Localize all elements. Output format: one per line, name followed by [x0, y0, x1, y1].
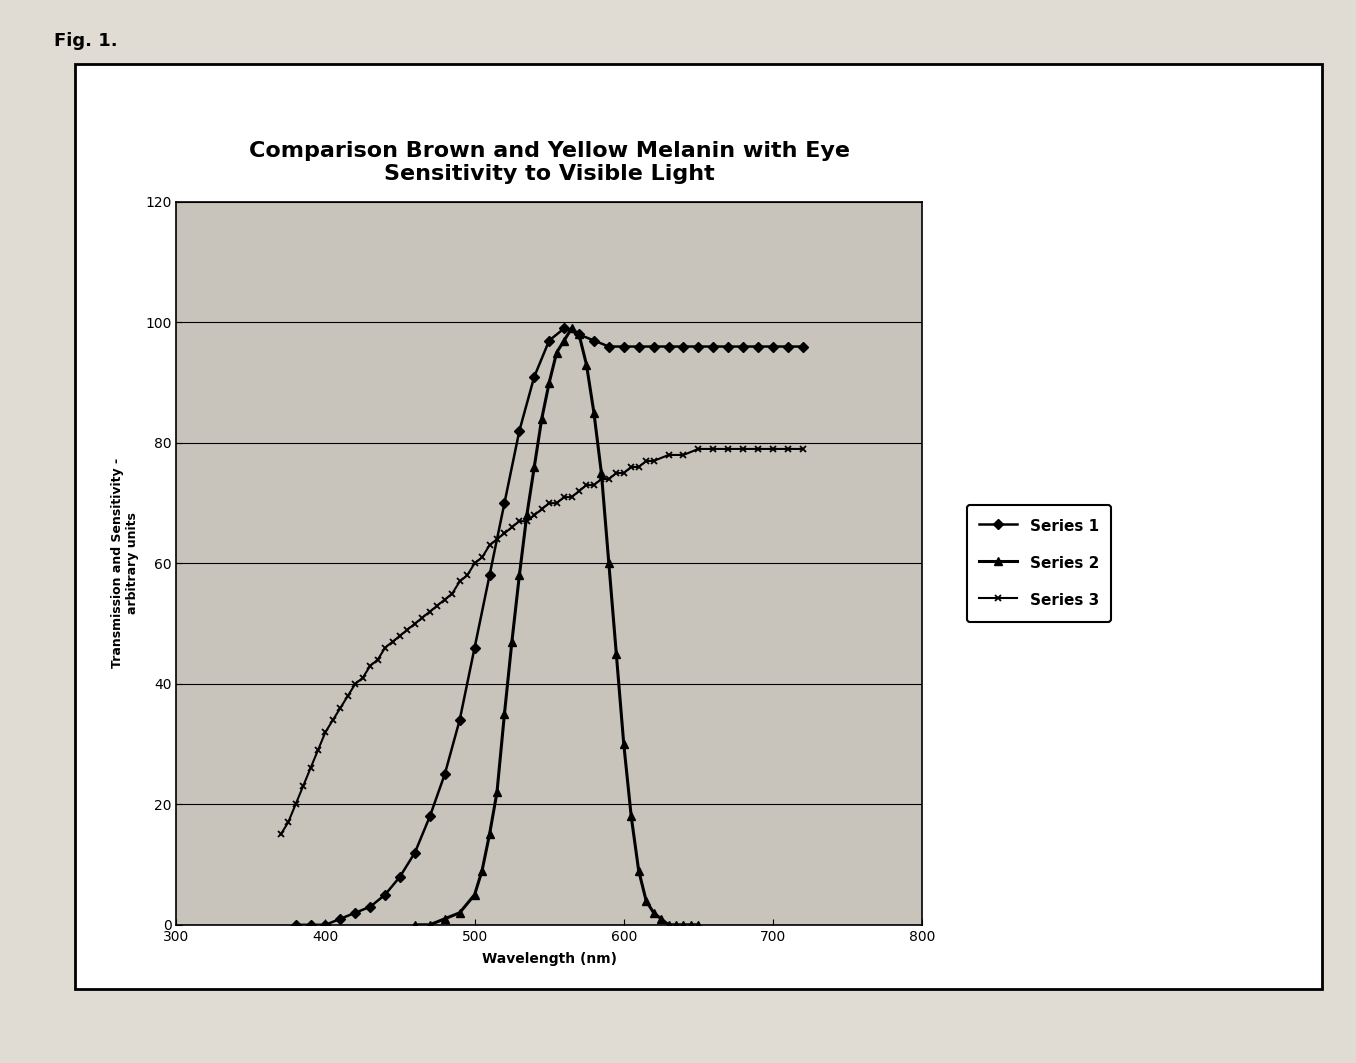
- Series 2: [645, 907, 662, 919]
- Series 2: [481, 828, 498, 841]
- Series 2: [504, 636, 521, 648]
- Series 1: [541, 334, 557, 347]
- Series 2: [683, 918, 700, 931]
- Series 1: [377, 889, 393, 901]
- Series 1: [526, 370, 542, 383]
- Series 2: [541, 376, 557, 389]
- Series 3: [362, 659, 378, 672]
- Series 2: [631, 864, 647, 877]
- Series 2: [609, 647, 625, 660]
- Series 1: [795, 340, 811, 353]
- Series 3: [273, 828, 289, 841]
- Series 3: [377, 641, 393, 654]
- Series 3: [541, 496, 557, 509]
- Series 1: [660, 340, 677, 353]
- Series 1: [332, 912, 348, 925]
- Series 1: [631, 340, 647, 353]
- Series 1: [690, 340, 706, 353]
- Series 1: [466, 641, 483, 654]
- Series 1: [750, 340, 766, 353]
- Series 2: [616, 738, 632, 750]
- Series 1: [437, 767, 453, 780]
- Series 2: [452, 907, 468, 919]
- Series 1: [645, 340, 662, 353]
- Series 1: [586, 334, 602, 347]
- Series 2: [690, 918, 706, 931]
- Series 2: [534, 412, 551, 425]
- Series 1: [511, 424, 527, 437]
- Series 2: [660, 918, 677, 931]
- Series 2: [624, 810, 640, 823]
- Line: Series 1: Series 1: [292, 325, 807, 928]
- Series 2: [564, 322, 580, 335]
- Line: Series 2: Series 2: [411, 324, 702, 929]
- Series 1: [452, 713, 468, 726]
- Series 1: [302, 918, 319, 931]
- Series 1: [392, 871, 408, 883]
- Series 2: [437, 912, 453, 925]
- Series 2: [579, 358, 595, 371]
- Line: Series 3: Series 3: [277, 445, 807, 838]
- Series 1: [317, 918, 334, 931]
- Series 3: [675, 449, 692, 461]
- Series 2: [518, 509, 534, 522]
- Series 1: [765, 340, 781, 353]
- Series 3: [795, 442, 811, 455]
- Series 2: [466, 889, 483, 901]
- Series 2: [556, 334, 572, 347]
- Y-axis label: Transmission and Sensitivity -
arbitrary units: Transmission and Sensitivity - arbitrary…: [111, 458, 140, 669]
- Series 2: [639, 894, 655, 907]
- Series 2: [654, 912, 670, 925]
- Series 3: [430, 600, 446, 612]
- Series 1: [675, 340, 692, 353]
- Series 2: [475, 864, 491, 877]
- Series 2: [422, 918, 438, 931]
- Series 2: [601, 557, 617, 570]
- Series 2: [496, 708, 513, 721]
- Series 2: [586, 406, 602, 419]
- Series 1: [347, 907, 363, 919]
- Series 1: [720, 340, 736, 353]
- Series 1: [571, 328, 587, 341]
- Series 1: [556, 322, 572, 335]
- Series 1: [616, 340, 632, 353]
- Series 2: [511, 569, 527, 581]
- Series 3: [511, 514, 527, 527]
- Series 3: [690, 442, 706, 455]
- Series 2: [669, 918, 685, 931]
- Series 1: [780, 340, 796, 353]
- Series 1: [407, 846, 423, 859]
- Series 2: [549, 347, 565, 359]
- Series 2: [407, 918, 423, 931]
- Title: Comparison Brown and Yellow Melanin with Eye
Sensitivity to Visible Light: Comparison Brown and Yellow Melanin with…: [248, 140, 850, 184]
- Text: Fig. 1.: Fig. 1.: [54, 32, 118, 50]
- Series 2: [490, 786, 506, 798]
- Series 2: [526, 460, 542, 473]
- X-axis label: Wavelength (nm): Wavelength (nm): [481, 952, 617, 966]
- Series 2: [675, 918, 692, 931]
- Series 1: [705, 340, 721, 353]
- Series 1: [362, 900, 378, 913]
- Legend: Series 1, Series 2, Series 3: Series 1, Series 2, Series 3: [967, 505, 1112, 622]
- Series 1: [496, 496, 513, 509]
- Series 2: [571, 328, 587, 341]
- Series 1: [422, 810, 438, 823]
- Series 2: [594, 467, 610, 479]
- Series 1: [481, 569, 498, 581]
- Series 1: [287, 918, 304, 931]
- Series 1: [735, 340, 751, 353]
- Series 1: [601, 340, 617, 353]
